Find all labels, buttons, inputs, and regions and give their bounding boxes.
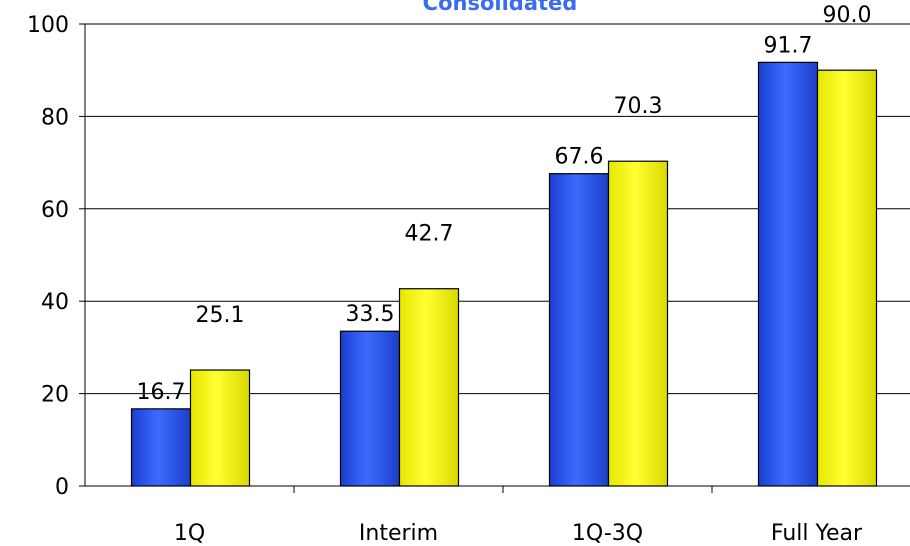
y-tick-label: 20 xyxy=(41,383,69,408)
y-tick-label: 100 xyxy=(27,13,69,38)
y-tick-label: 80 xyxy=(41,105,69,130)
x-tick-label: Interim xyxy=(359,521,438,546)
bar-series-1-1q xyxy=(130,408,192,487)
data-label: 33.5 xyxy=(346,302,395,327)
bar-series-2-interim xyxy=(398,288,460,487)
y-tick-label: 40 xyxy=(41,290,69,315)
y-tick-label: 0 xyxy=(55,475,69,500)
x-tick-label: 1Q xyxy=(174,521,205,546)
x-tick-label: Full Year xyxy=(771,521,863,546)
data-label: 90.0 xyxy=(823,3,872,28)
chart-title: Consolidated xyxy=(423,0,578,15)
bar-series-1-full-year xyxy=(757,61,819,487)
data-label: 25.1 xyxy=(196,303,245,328)
data-label: 67.6 xyxy=(555,145,604,170)
bar-series-2-full-year xyxy=(816,69,878,487)
bar-series-2-1q xyxy=(189,369,251,487)
bars xyxy=(130,61,878,487)
bar-series-2-1q-3q xyxy=(607,160,669,487)
data-labels: 16.7 25.1 33.5 42.7 67.6 70.3 91.7 90.0 xyxy=(137,3,872,405)
x-tick-label: 1Q-3Q xyxy=(572,521,643,546)
data-label: 70.3 xyxy=(614,94,663,119)
x-tick-labels: 1Q Interim 1Q-3Q Full Year xyxy=(174,521,863,546)
y-tick-label: 60 xyxy=(41,198,69,223)
bar-series-1-interim xyxy=(339,330,401,487)
data-label: 91.7 xyxy=(764,33,813,58)
bar-series-1-1q-3q xyxy=(548,173,610,487)
data-label: 42.7 xyxy=(405,222,454,247)
data-label: 16.7 xyxy=(137,380,186,405)
y-tick-labels: 0 20 40 60 80 100 xyxy=(27,13,69,500)
